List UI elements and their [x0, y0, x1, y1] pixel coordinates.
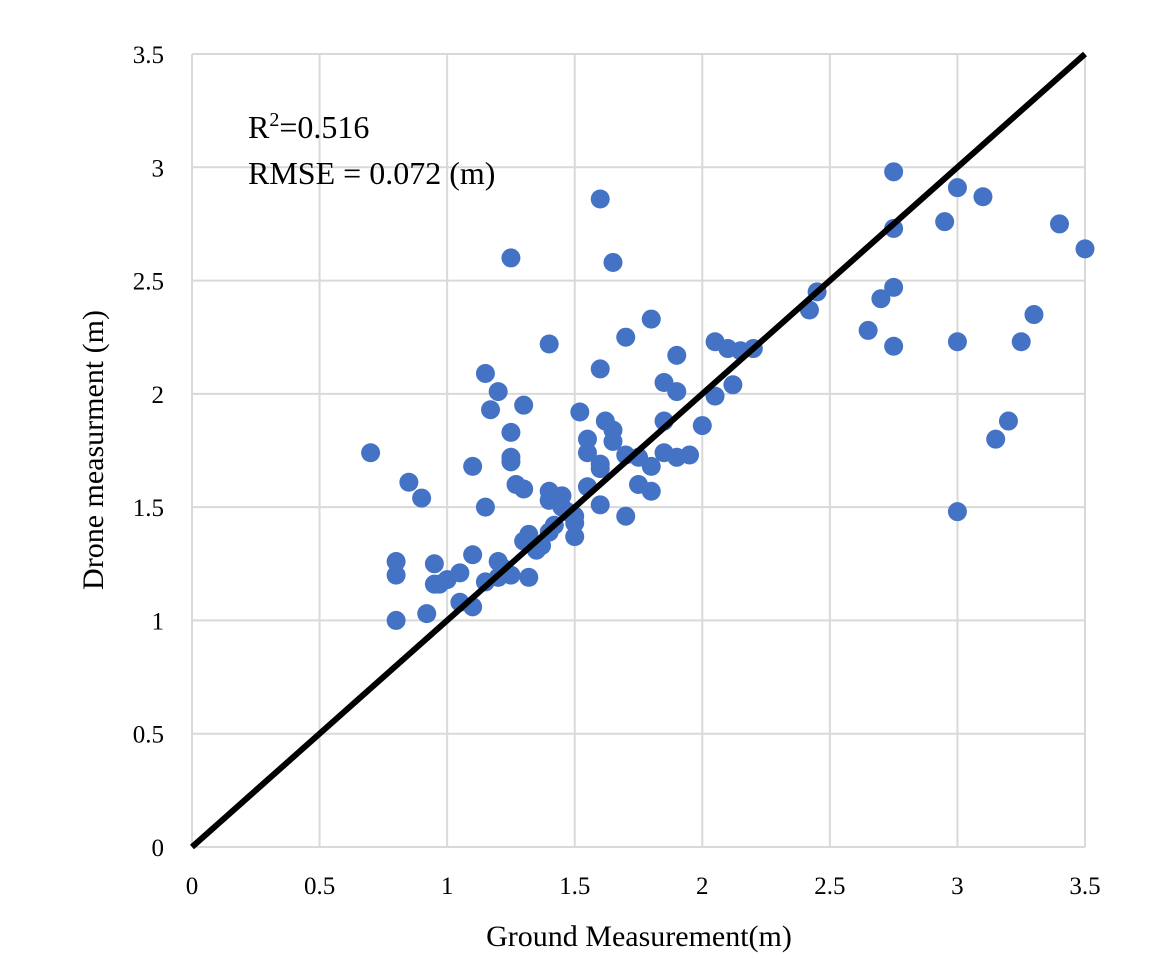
- x-axis-ticks: 0 0.5 1 1.5 2 2.5 3 3.5: [186, 873, 1101, 900]
- data-point: [577, 443, 597, 463]
- y-axis-label: Drone measurment (m): [77, 310, 110, 590]
- y-tick-label: 3: [152, 155, 165, 182]
- data-point: [565, 527, 585, 547]
- x-tick-label: 2: [696, 873, 709, 900]
- data-point: [501, 452, 521, 472]
- data-point: [417, 604, 437, 624]
- data-point: [565, 513, 585, 533]
- data-point: [973, 187, 993, 207]
- data-point: [616, 506, 636, 526]
- data-point: [705, 386, 725, 406]
- data-point: [463, 545, 483, 565]
- gridlines: [191, 53, 1086, 848]
- x-tick-label: 2.5: [814, 873, 845, 900]
- x-tick-label: 1.5: [559, 873, 590, 900]
- data-point: [723, 375, 743, 395]
- data-point: [641, 456, 661, 476]
- y-tick-label: 0: [152, 835, 165, 862]
- data-point: [603, 431, 623, 451]
- data-point: [463, 456, 483, 476]
- y-axis-ticks: 0 0.5 1 1.5 2 2.5 3 3.5: [133, 42, 164, 862]
- data-point: [1075, 239, 1095, 259]
- data-point: [884, 336, 904, 356]
- y-tick-label: 3.5: [133, 42, 164, 69]
- data-point: [450, 563, 470, 583]
- data-point: [616, 327, 636, 347]
- x-tick-label: 3.5: [1069, 873, 1100, 900]
- x-tick-label: 3: [951, 873, 964, 900]
- r-squared-annotation: R2=0.516: [248, 109, 369, 145]
- x-tick-label: 0: [186, 873, 199, 900]
- data-point: [641, 309, 661, 329]
- data-point: [935, 212, 955, 232]
- data-point: [386, 552, 406, 572]
- x-tick-label: 0.5: [304, 873, 335, 900]
- data-point: [947, 332, 967, 352]
- data-point: [475, 363, 495, 383]
- data-point: [667, 345, 687, 365]
- data-point: [667, 382, 687, 402]
- data-point: [947, 502, 967, 522]
- one-to-one-line: [190, 51, 1087, 850]
- data-point: [986, 429, 1006, 449]
- data-point: [884, 162, 904, 182]
- data-point: [361, 443, 381, 463]
- data-point: [539, 334, 559, 354]
- data-point: [514, 395, 534, 415]
- data-point: [590, 359, 610, 379]
- data-point: [692, 416, 712, 436]
- y-tick-label: 2.5: [133, 269, 164, 296]
- data-point: [858, 320, 878, 340]
- data-point: [590, 459, 610, 479]
- data-point: [570, 402, 590, 422]
- y-tick-label: 2: [152, 382, 165, 409]
- data-point: [680, 445, 700, 465]
- data-point: [947, 178, 967, 198]
- data-point: [590, 189, 610, 209]
- data-point: [1011, 332, 1031, 352]
- y-tick-label: 1.5: [133, 495, 164, 522]
- data-point: [488, 382, 508, 402]
- data-point: [399, 472, 419, 492]
- data-point: [1049, 214, 1069, 234]
- data-point: [412, 488, 432, 508]
- data-points: [361, 162, 1095, 630]
- x-tick-label: 1: [441, 873, 454, 900]
- data-point: [424, 554, 444, 574]
- data-point: [590, 495, 610, 515]
- data-point: [577, 429, 597, 449]
- data-point: [641, 481, 661, 501]
- data-point: [386, 610, 406, 630]
- data-point: [501, 248, 521, 268]
- y-tick-label: 0.5: [133, 722, 164, 749]
- data-point: [514, 479, 534, 499]
- data-point: [386, 565, 406, 585]
- data-point: [501, 422, 521, 442]
- data-point: [481, 400, 501, 420]
- data-point: [519, 524, 539, 544]
- rmse-annotation: RMSE = 0.072 (m): [248, 155, 495, 191]
- x-axis-label: Ground Measurement(m): [486, 920, 792, 953]
- data-point: [475, 497, 495, 517]
- y-tick-label: 1: [152, 608, 165, 635]
- data-point: [603, 252, 623, 272]
- data-point: [998, 411, 1018, 431]
- data-point: [871, 289, 891, 309]
- data-point: [884, 277, 904, 297]
- data-point: [1024, 305, 1044, 325]
- data-point: [519, 567, 539, 587]
